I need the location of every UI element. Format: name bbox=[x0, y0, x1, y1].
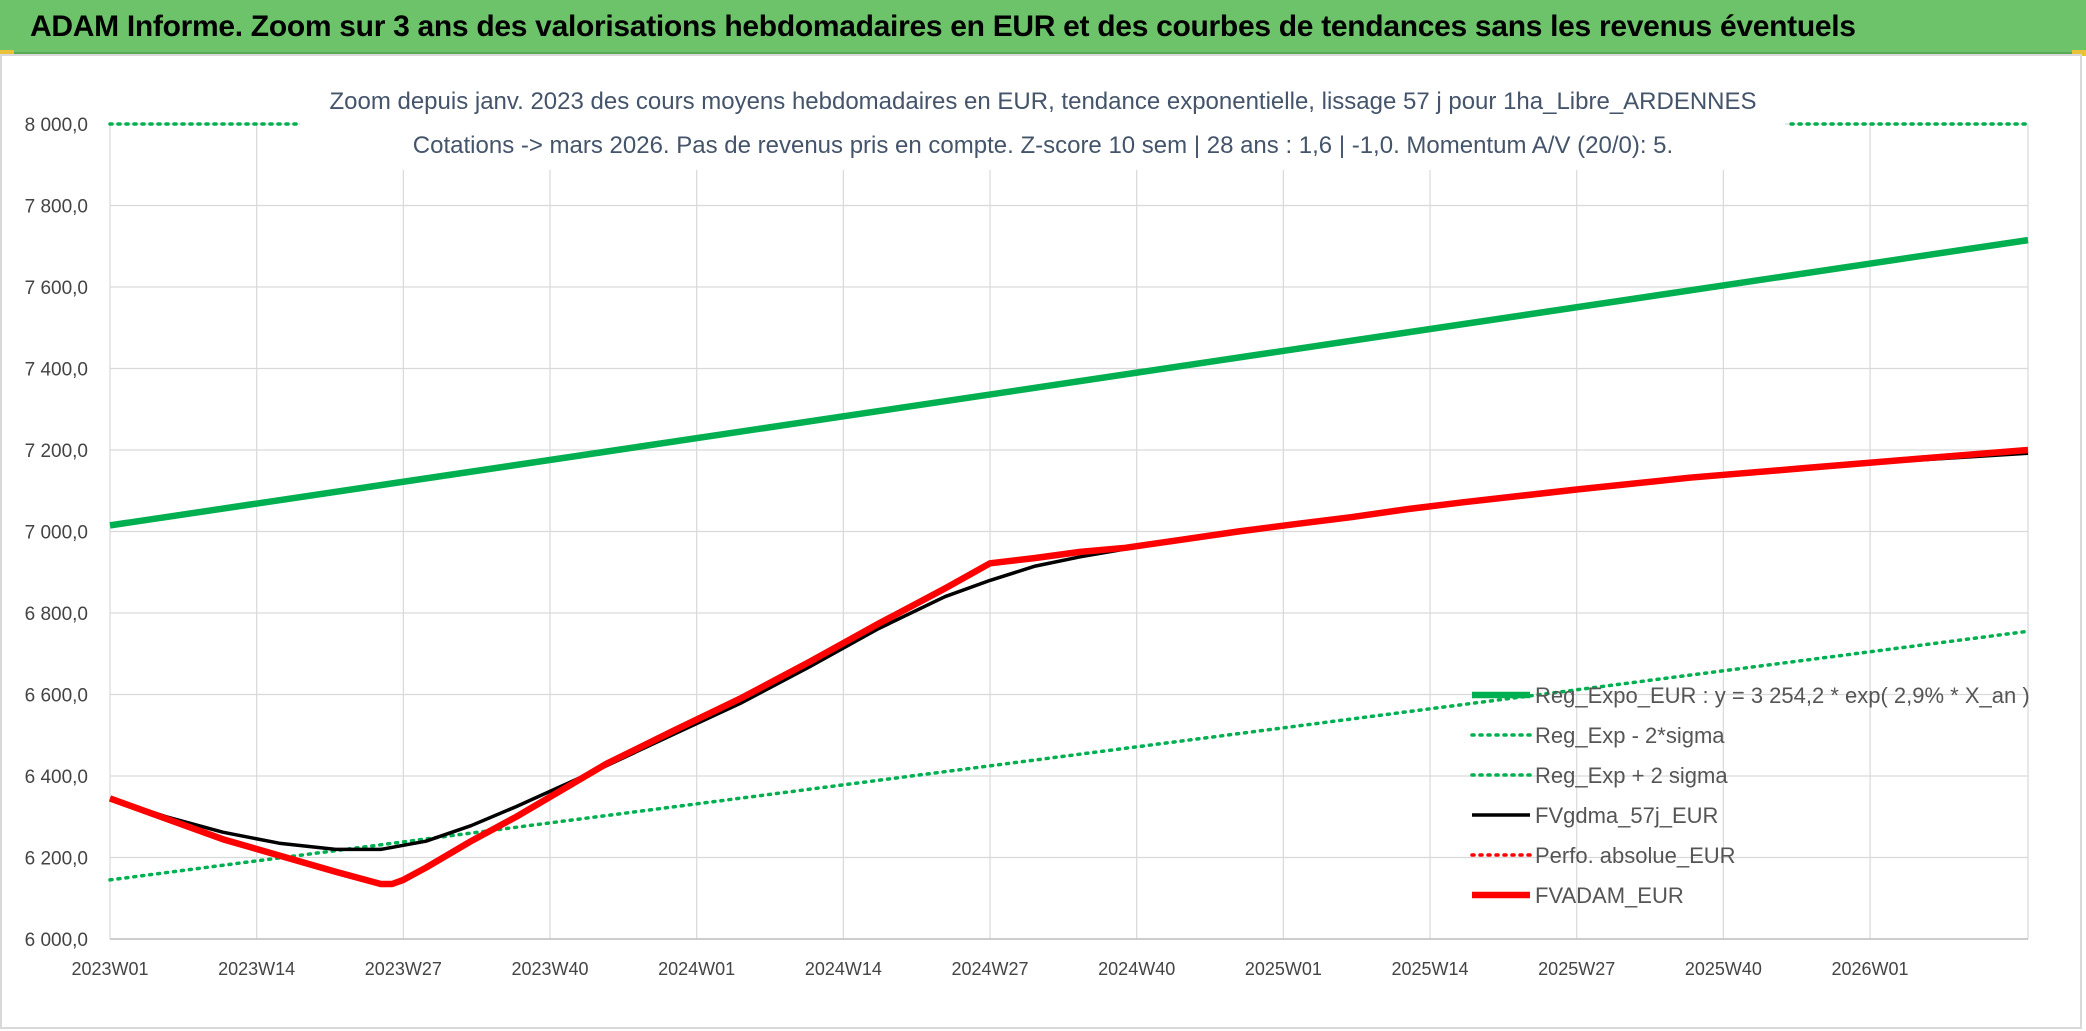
x-tick-label: 2025W14 bbox=[1392, 959, 1469, 979]
legend-label-1: Reg_Exp - 2*sigma bbox=[1535, 723, 1725, 748]
x-tick-label: 2026W01 bbox=[1832, 959, 1909, 979]
chart-frame bbox=[0, 54, 2082, 1029]
chart-title: Zoom depuis janv. 2023 des cours moyens … bbox=[329, 88, 1756, 115]
corner-mark-left bbox=[0, 50, 14, 56]
legend-label-3: FVgdma_57j_EUR bbox=[1535, 803, 1718, 828]
corner-mark-right bbox=[2072, 50, 2086, 56]
y-tick-label: 6 800,0 bbox=[25, 604, 88, 625]
x-tick-label: 2024W01 bbox=[658, 959, 735, 979]
series-line-1 bbox=[108, 629, 2030, 882]
header-banner: ADAM Informe. Zoom sur 3 ans des valoris… bbox=[0, 0, 2086, 54]
y-tick-label: 7 600,0 bbox=[25, 278, 88, 299]
x-tick-label: 2025W40 bbox=[1685, 959, 1762, 979]
series-line-3 bbox=[109, 451, 2029, 852]
y-tick-label: 7 800,0 bbox=[25, 197, 88, 218]
legend-label-5: FVADAM_EUR bbox=[1535, 883, 1684, 908]
page-title: ADAM Informe. Zoom sur 3 ans des valoris… bbox=[30, 10, 1856, 43]
x-tick-label: 2023W27 bbox=[365, 959, 442, 979]
x-tick-label: 2023W14 bbox=[218, 959, 295, 979]
series-layer bbox=[108, 122, 2030, 888]
subtitle-backdrop bbox=[300, 80, 1785, 170]
x-tick-label: 2024W14 bbox=[805, 959, 882, 979]
legend: Reg_Expo_EUR : y = 3 254,2 * exp( 2,9% *… bbox=[1470, 683, 2030, 908]
legend-label-4: Perfo. absolue_EUR bbox=[1535, 843, 1736, 868]
x-tick-label: 2025W27 bbox=[1538, 959, 1615, 979]
x-tick-label: 2023W01 bbox=[71, 959, 148, 979]
y-tick-label: 8 000,0 bbox=[25, 115, 88, 136]
y-axis-ticks: 6 000,0 6 200,0 6 400,0 6 600,0 6 800,0 7 000… bbox=[25, 115, 88, 951]
vertical-gridlines bbox=[109, 124, 2029, 939]
horizontal-gridlines bbox=[110, 123, 2028, 940]
y-tick-label: 6 400,0 bbox=[25, 767, 88, 788]
legend-label-0: Reg_Expo_EUR : y = 3 254,2 * exp( 2,9% *… bbox=[1535, 683, 2030, 708]
x-tick-label: 2023W40 bbox=[511, 959, 588, 979]
series-line-5 bbox=[108, 446, 2029, 888]
series-line-0 bbox=[109, 236, 2029, 529]
legend-label-2: Reg_Exp + 2 sigma bbox=[1535, 763, 1728, 788]
x-tick-label: 2025W01 bbox=[1245, 959, 1322, 979]
y-tick-label: 7 200,0 bbox=[25, 441, 88, 462]
y-tick-label: 6 200,0 bbox=[25, 849, 88, 870]
x-tick-label: 2024W40 bbox=[1098, 959, 1175, 979]
x-tick-label: 2024W27 bbox=[951, 959, 1028, 979]
y-tick-label: 6 000,0 bbox=[25, 930, 88, 951]
y-tick-label: 7 400,0 bbox=[25, 360, 88, 381]
chart-subtitle: Cotations -> mars 2026. Pas de revenus p… bbox=[413, 132, 1673, 159]
x-axis-ticks: 2023W01 2023W14 2023W27 2023W40 2024W01 2024W… bbox=[71, 959, 1908, 979]
y-tick-label: 6 600,0 bbox=[25, 686, 88, 707]
y-tick-label: 7 000,0 bbox=[25, 523, 88, 544]
